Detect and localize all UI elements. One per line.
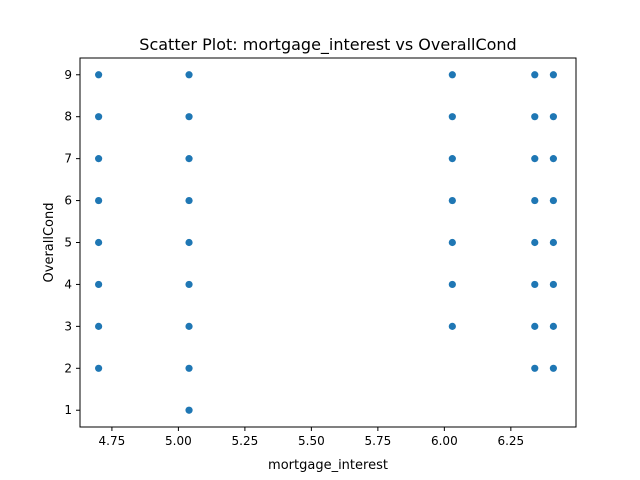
data-point — [448, 280, 456, 289]
y-tick-label: 2 — [64, 361, 72, 375]
data-point — [95, 280, 103, 289]
chart-title: Scatter Plot: mortgage_interest vs Overa… — [139, 35, 516, 55]
data-point — [531, 113, 539, 121]
x-tick-label: 5.75 — [365, 434, 392, 448]
data-point — [549, 71, 557, 79]
data-point — [448, 113, 456, 121]
x-tick-label: 6.25 — [497, 434, 524, 448]
data-point — [549, 322, 557, 330]
data-point — [185, 322, 193, 330]
data-point — [549, 238, 557, 247]
y-tick-label: 1 — [64, 403, 72, 417]
y-tick-label: 9 — [64, 68, 72, 82]
data-point — [185, 406, 193, 414]
y-tick-label: 7 — [64, 152, 72, 166]
data-point — [95, 196, 103, 205]
plot-area — [95, 71, 557, 414]
data-point — [448, 238, 456, 247]
x-axis: 4.75 5.00 5.25 5.50 5.75 6.00 6.25 — [99, 427, 524, 448]
data-point — [531, 238, 539, 247]
data-point — [95, 113, 103, 121]
data-point — [185, 238, 193, 247]
data-point — [531, 155, 539, 163]
data-point — [549, 364, 557, 372]
data-point — [185, 71, 193, 79]
x-tick-label: 5.00 — [165, 434, 192, 448]
x-axis-label: mortgage_interest — [268, 458, 388, 473]
y-tick-label: 4 — [64, 277, 72, 291]
data-point — [185, 196, 193, 205]
data-point — [95, 238, 103, 247]
data-point — [448, 155, 456, 163]
data-point — [95, 322, 103, 330]
y-tick-label: 8 — [64, 110, 72, 124]
data-point — [185, 364, 193, 372]
data-point — [448, 71, 456, 79]
y-axis-label: OverallCond — [42, 203, 57, 283]
data-point — [531, 196, 539, 205]
data-point — [185, 155, 193, 163]
data-point — [448, 196, 456, 205]
x-tick-label: 5.50 — [298, 434, 325, 448]
x-tick-label: 5.25 — [232, 434, 259, 448]
data-point — [95, 155, 103, 163]
x-tick-label: 4.75 — [99, 434, 126, 448]
data-point — [549, 196, 557, 205]
data-point — [531, 322, 539, 330]
data-point — [531, 280, 539, 289]
data-point — [95, 364, 103, 372]
y-axis: 1 2 3 4 5 6 7 8 9 — [64, 68, 80, 417]
x-tick-label: 6.00 — [431, 434, 458, 448]
data-point — [185, 280, 193, 289]
y-tick-label: 6 — [64, 194, 72, 208]
data-point — [549, 280, 557, 289]
data-point — [549, 155, 557, 163]
data-point — [95, 71, 103, 79]
y-tick-label: 5 — [64, 236, 72, 250]
data-point — [448, 322, 456, 330]
data-point — [185, 113, 193, 121]
data-point — [531, 71, 539, 79]
data-point — [531, 364, 539, 372]
data-point — [549, 113, 557, 121]
plot-frame — [79, 57, 577, 428]
y-tick-label: 3 — [64, 319, 72, 333]
